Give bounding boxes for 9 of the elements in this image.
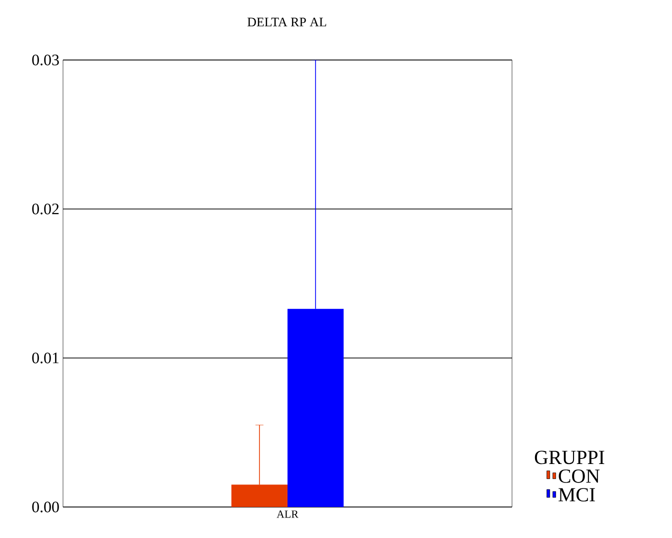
y-tick-label: 0.02	[32, 204, 59, 214]
legend-label: MCI	[558, 488, 595, 502]
chart-title: DELTA RP AL	[247, 18, 326, 26]
y-tick-label: 0.01	[32, 352, 59, 364]
x-tick-label: ALR	[276, 510, 298, 518]
legend-label: CON	[558, 469, 600, 483]
y-tick-label: 0.03	[32, 54, 59, 66]
y-tick-label: 0.00	[32, 502, 59, 512]
legend-title: GRUPPI	[534, 450, 604, 464]
